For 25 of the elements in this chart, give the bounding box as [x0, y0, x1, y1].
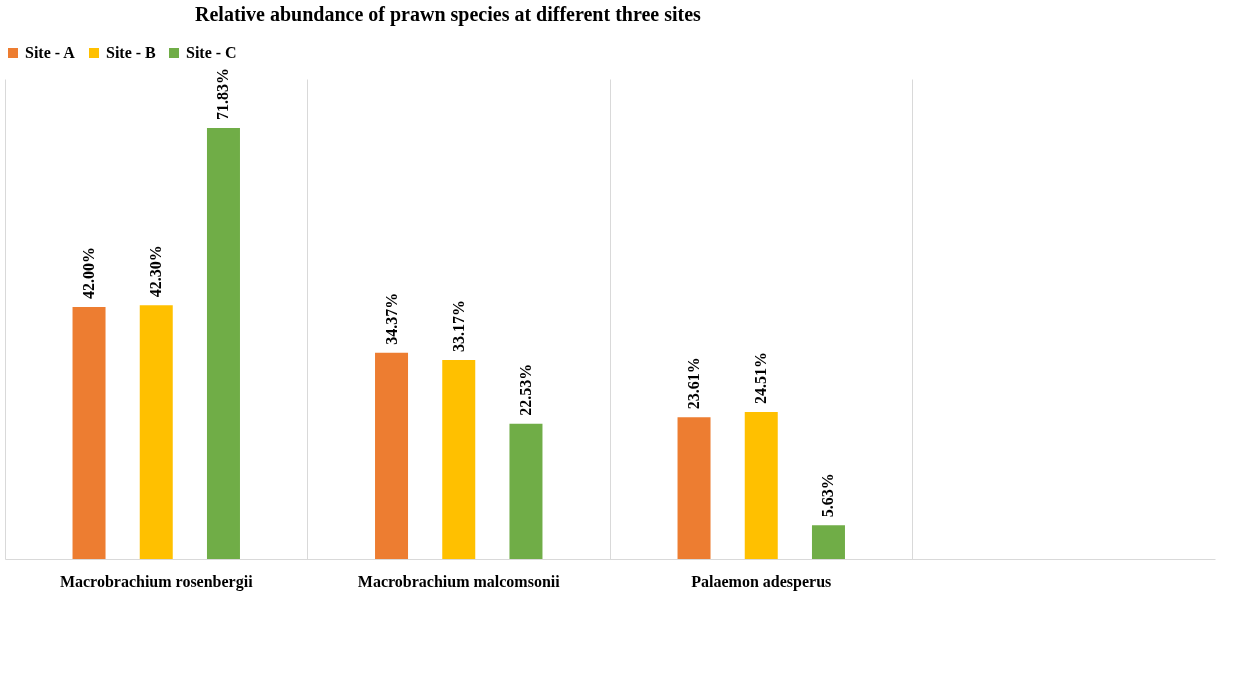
data-label: 5.63% [819, 473, 837, 518]
bar [139, 305, 173, 559]
bar [375, 352, 409, 559]
bar [509, 423, 543, 559]
legend-label: Site - B [106, 44, 157, 61]
x-tick-label: Palaemon adesperus [691, 572, 832, 591]
data-label: 34.37% [382, 292, 400, 345]
bar [206, 128, 240, 559]
bar [677, 417, 711, 559]
data-label: 42.00% [80, 247, 98, 299]
bar [442, 359, 476, 559]
bar [72, 307, 106, 559]
legend-label: Site - C [186, 44, 237, 61]
x-tick-label: Macrobrachium malcomsonii [357, 572, 561, 590]
data-label: 22.53% [516, 363, 534, 416]
bar [744, 411, 778, 559]
data-label: 24.51% [752, 351, 770, 404]
chart-title: Relative abundance of prawn species at different three sites [195, 3, 702, 26]
data-label: 42.30% [147, 245, 165, 298]
legend-label: Site - A [25, 44, 76, 61]
data-label: 33.17% [449, 299, 467, 352]
x-tick-label: Macrobrachium rosenbergii [59, 572, 254, 591]
data-label: 71.83% [214, 68, 232, 121]
bar [811, 525, 845, 559]
data-label: 23.61% [685, 357, 703, 410]
